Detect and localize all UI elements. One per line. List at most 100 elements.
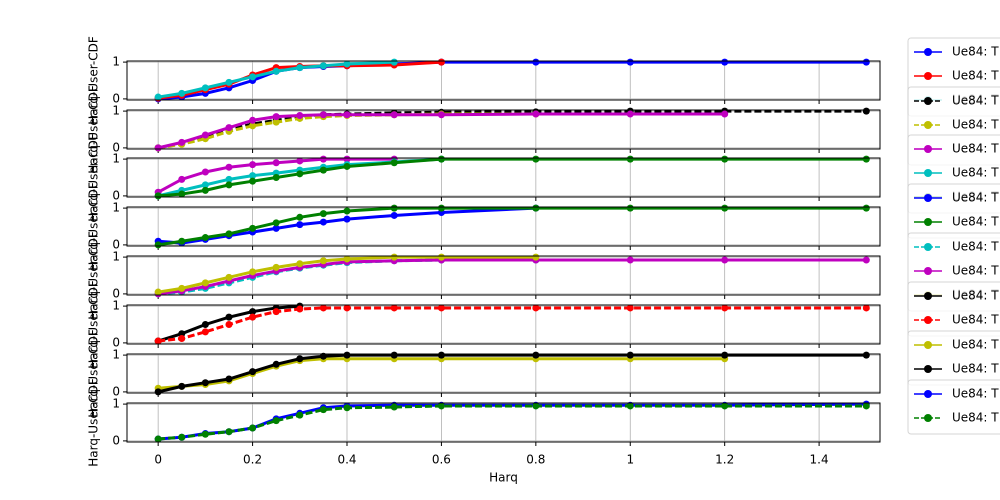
x-tick-label: 0.4 [337,453,356,467]
legend-label: Ue84: T [952,191,999,205]
marker [721,204,729,212]
marker [201,181,209,189]
legend-marker [924,390,932,398]
marker [296,221,304,229]
marker [721,110,729,118]
marker [343,111,351,119]
legend-label: Ue84: T [952,411,999,425]
marker [225,375,233,383]
legend-label: Ue84: T [952,362,999,376]
marker [319,166,327,174]
marker [272,417,280,425]
y-axis-label: Harq-User-CDF [87,329,101,418]
marker [249,308,257,316]
marker [225,163,233,171]
marker [862,304,870,312]
marker [201,328,209,336]
marker [721,155,729,163]
series-line [158,206,536,245]
marker [437,253,445,261]
y-tick-label: 0 [112,384,120,398]
axes-frame [126,353,881,394]
y-axis-label: Harq-User-CDF [87,280,101,369]
marker [532,402,540,410]
marker [626,256,634,264]
marker [178,330,186,338]
legend-label: Ue84: T [952,142,999,156]
marker [437,155,445,163]
marker [272,174,280,181]
series-line [157,112,725,150]
marker [201,430,209,438]
marker [390,351,398,359]
marker [296,355,304,363]
marker [154,388,162,396]
legend-marker [924,48,932,56]
legend-label: Ue84: T [952,289,999,303]
marker [272,159,280,167]
legend-marker [924,145,932,153]
marker [862,402,870,410]
marker [272,219,280,227]
series-line [158,404,867,441]
marker [862,58,870,66]
legend-marker [924,341,932,349]
marker [343,404,351,412]
legend-marker [924,414,932,422]
y-tick-label: 0 [112,286,120,300]
marker [390,211,398,219]
marker [296,305,304,313]
marker [296,411,304,419]
marker [626,304,634,312]
marker [296,157,304,165]
marker [249,313,257,321]
subplot: 01 Harq-User-CDF [87,280,881,369]
axes-frame [126,206,881,247]
marker [249,172,257,180]
marker [319,62,327,70]
x-tick-label: 1 [626,453,634,467]
marker [343,207,351,215]
marker [862,204,870,212]
y-axis-label: Harq-User-CDF [87,133,101,222]
marker [178,175,186,183]
axes-frame [126,109,881,150]
marker [390,403,398,411]
legend-marker [924,194,932,202]
marker [249,224,257,232]
y-tick-label: 0 [112,433,120,447]
x-tick-label: 0 [154,453,162,467]
series-line [157,255,536,294]
legend-marker [924,97,932,105]
marker [272,263,280,271]
marker [343,255,351,263]
marker [154,144,162,152]
marker [343,351,351,359]
marker [319,257,327,265]
marker [178,190,186,198]
marker [178,284,186,292]
marker [249,161,257,169]
legend-label: Ue84: T [952,338,999,352]
marker [154,192,162,200]
marker [225,175,233,183]
marker [201,321,209,328]
marker [178,382,186,390]
marker [343,155,351,163]
series-line [157,306,867,343]
marker [178,89,186,97]
y-tick-label: 1 [112,299,120,313]
legend-marker [924,121,932,129]
y-axis-label: Harq-User-CDF [87,378,101,467]
marker [178,433,186,441]
marker [721,351,729,359]
legend-marker [924,316,932,324]
marker [201,279,209,287]
marker [390,304,398,312]
marker [272,118,280,126]
legend-marker [924,218,932,226]
marker [296,170,304,178]
marker [721,58,729,66]
marker [201,131,209,139]
